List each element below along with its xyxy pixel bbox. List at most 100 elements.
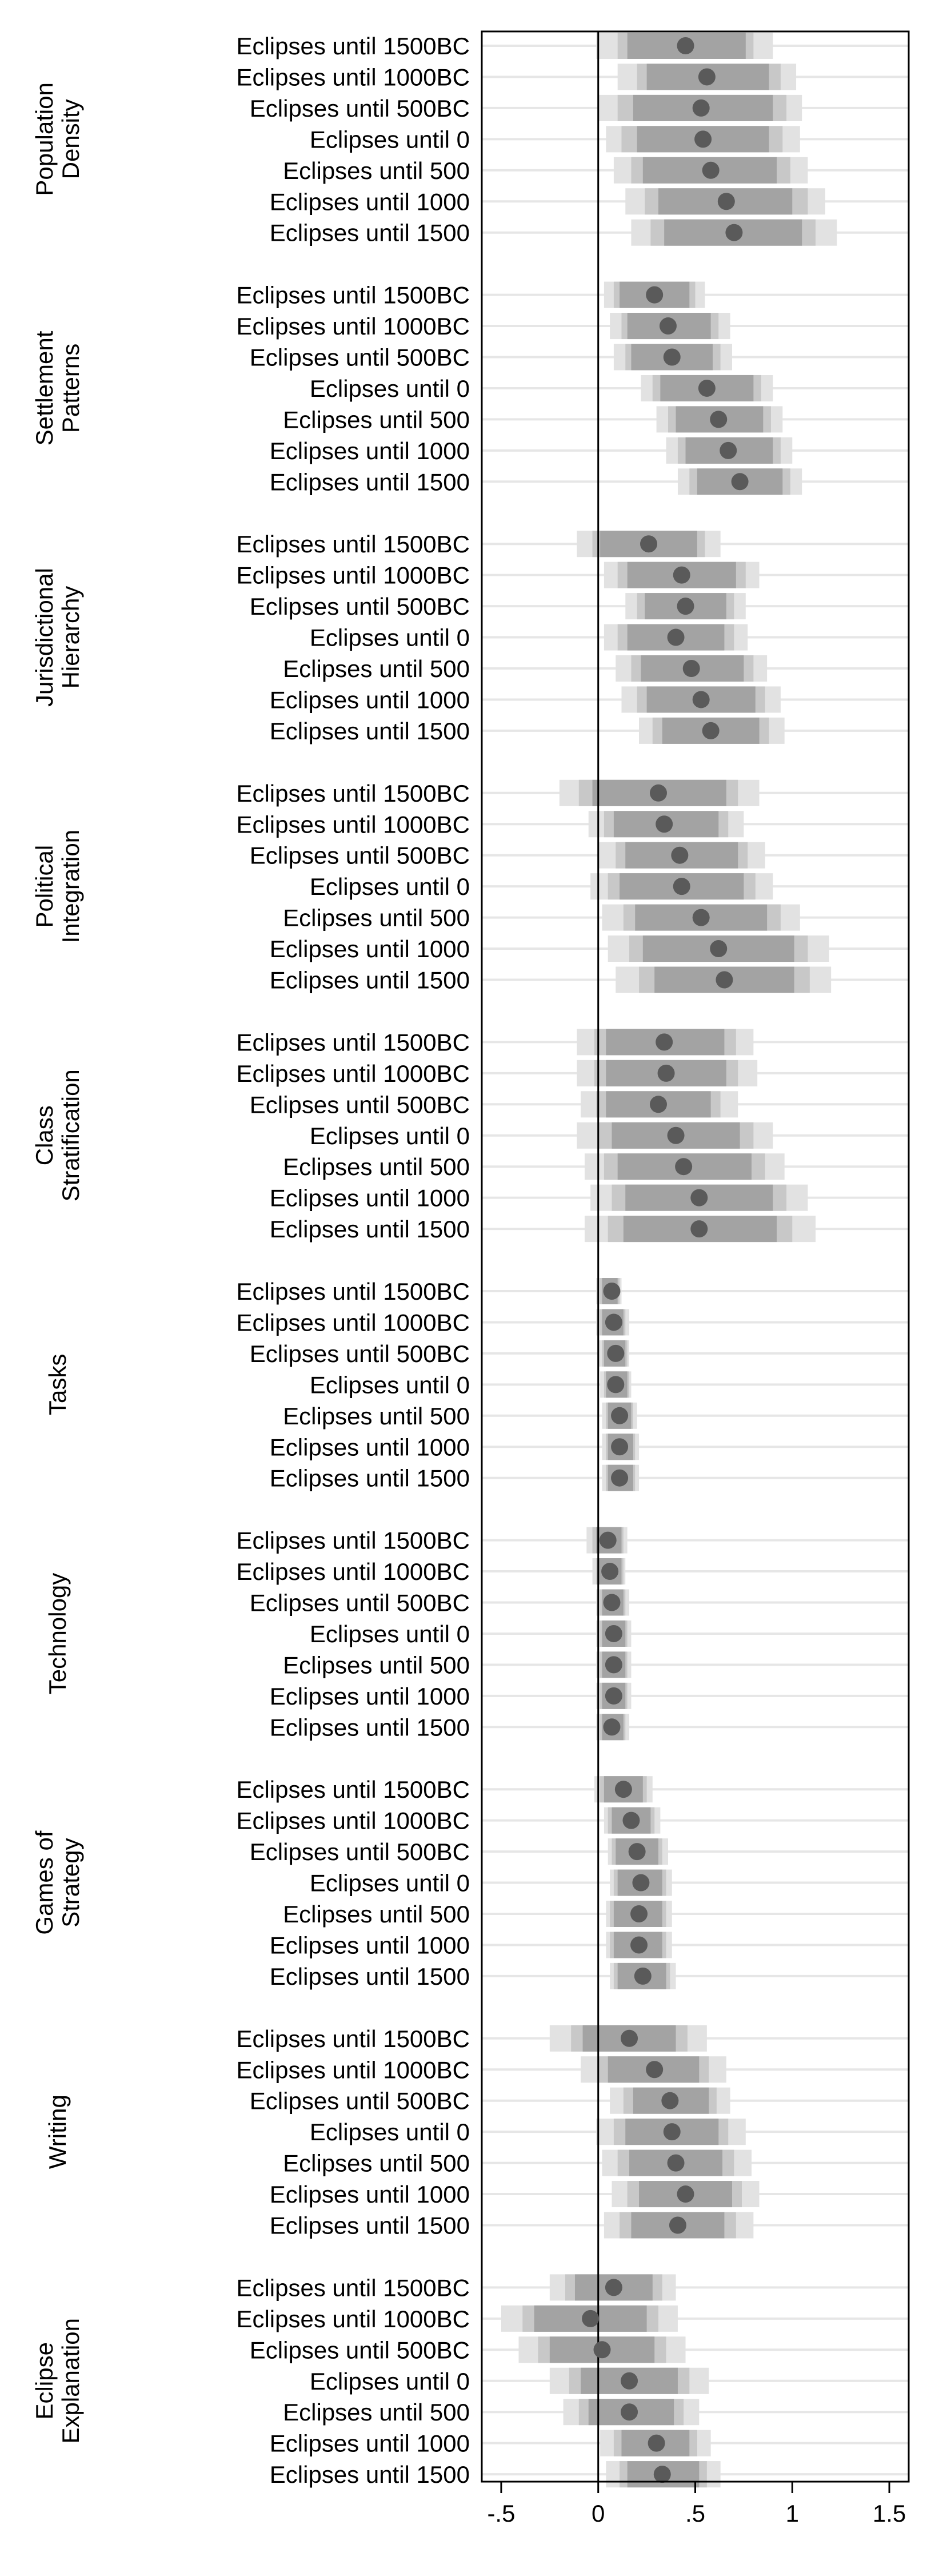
- point-estimate-group-7-row-6: [634, 1967, 652, 1985]
- row-label: Eclipses until 1000: [270, 935, 470, 962]
- point-estimates: [582, 37, 749, 2483]
- point-estimate-group-2-row-6: [702, 722, 720, 739]
- row-label: Eclipses until 1500: [270, 468, 470, 495]
- point-estimate-group-6-row-3: [605, 1625, 622, 1642]
- row-label: Eclipses until 1000BC: [236, 1309, 470, 1336]
- row-label: Eclipses until 500BC: [250, 344, 470, 371]
- row-label: Eclipses until 0: [310, 1621, 470, 1647]
- point-estimate-group-2-row-1: [673, 566, 690, 584]
- row-label: Eclipses until 1500BC: [236, 780, 470, 807]
- point-estimate-group-4-row-3: [667, 1126, 685, 1144]
- row-label: Eclipses until 1000BC: [236, 1558, 470, 1585]
- row-label: Eclipses until 1500: [270, 1963, 470, 1990]
- point-estimate-group-2-row-4: [682, 660, 700, 677]
- row-label: Eclipses until 500: [283, 1651, 470, 1678]
- row-label: Eclipses until 1500BC: [236, 531, 470, 558]
- row-label: Eclipses until 500BC: [250, 593, 470, 620]
- row-label: Eclipses until 500: [283, 655, 470, 682]
- point-estimate-group-4-row-2: [649, 1096, 667, 1113]
- row-label: Eclipses until 500BC: [250, 2088, 470, 2115]
- point-estimate-group-0-row-5: [717, 193, 735, 210]
- point-estimate-group-0-row-0: [677, 37, 694, 54]
- point-estimate-group-7-row-2: [628, 1843, 646, 1861]
- x-axis: -.5 0 .5 1 1.5: [487, 2482, 906, 2527]
- row-label: Eclipses until 1000: [270, 1185, 470, 1212]
- row-label: Eclipses until 1000BC: [236, 2306, 470, 2332]
- row-label: Eclipses until 500: [283, 406, 470, 433]
- point-estimate-group-8-row-6: [669, 2216, 686, 2234]
- point-estimate-group-4-row-6: [690, 1220, 708, 1238]
- row-label: Eclipses until 0: [310, 1371, 470, 1398]
- row-label: Eclipses until 1500: [270, 2461, 470, 2488]
- point-estimate-group-3-row-2: [671, 846, 689, 864]
- row-label: Eclipses until 1500BC: [236, 33, 470, 59]
- row-label: Eclipses until 500: [283, 2399, 470, 2426]
- row-label: Eclipses until 500BC: [250, 842, 470, 869]
- group-label: Settlement: [31, 331, 58, 445]
- point-estimate-group-5-row-3: [607, 1376, 625, 1393]
- point-estimate-group-1-row-0: [646, 286, 664, 304]
- row-label: Eclipses until 1000: [270, 1683, 470, 1710]
- point-estimate-group-8-row-1: [646, 2061, 664, 2079]
- row-label: Eclipses until 500BC: [250, 1838, 470, 1865]
- row-label: Eclipses until 500: [283, 1153, 470, 1180]
- point-estimate-group-1-row-4: [710, 411, 728, 428]
- group-labels: Population Density Settlement Patterns Juris…: [31, 82, 84, 2443]
- point-estimate-group-2-row-3: [667, 628, 685, 646]
- row-label: Eclipses until 1500BC: [236, 1776, 470, 1803]
- row-label: Eclipses until 0: [310, 1122, 470, 1149]
- row-label: Eclipses until 1000BC: [236, 1060, 470, 1087]
- group-label: Writing: [44, 2095, 71, 2169]
- point-estimate-group-7-row-1: [622, 1811, 640, 1829]
- group-label: Eclipse: [31, 2342, 58, 2419]
- point-estimate-group-5-row-2: [607, 1344, 625, 1362]
- point-estimate-group-1-row-2: [663, 348, 681, 366]
- point-estimate-group-5-row-0: [603, 1283, 621, 1300]
- row-label: Eclipses until 1500: [270, 1465, 470, 1492]
- group-label: Integration: [57, 830, 84, 943]
- row-label: Eclipses until 500: [283, 157, 470, 184]
- row-label: Eclipses until 0: [310, 126, 470, 153]
- row-label: Eclipses until 1000BC: [236, 562, 470, 589]
- point-estimate-group-0-row-1: [698, 68, 716, 86]
- group-label: Hierarchy: [57, 586, 84, 689]
- group-label: Patterns: [57, 344, 84, 433]
- row-label: Eclipses until 500BC: [250, 1091, 470, 1118]
- point-estimate-group-7-row-4: [630, 1905, 648, 1922]
- point-estimate-group-8-row-4: [667, 2154, 685, 2172]
- point-estimate-group-2-row-2: [677, 598, 694, 615]
- point-estimate-group-3-row-5: [710, 940, 728, 958]
- point-estimate-group-1-row-5: [720, 441, 737, 459]
- point-estimate-group-3-row-0: [649, 784, 667, 802]
- point-estimate-group-6-row-1: [601, 1563, 619, 1580]
- point-estimate-group-9-row-4: [621, 2403, 638, 2421]
- row-label: Eclipses until 0: [310, 2119, 470, 2145]
- row-label: Eclipses until 1500BC: [236, 2025, 470, 2052]
- point-estimate-group-2-row-5: [692, 691, 710, 708]
- point-estimate-group-5-row-1: [605, 1313, 622, 1331]
- point-estimate-group-9-row-6: [653, 2466, 671, 2483]
- row-label: Eclipses until 500: [283, 1901, 470, 1928]
- point-estimate-group-7-row-0: [614, 1781, 632, 1798]
- point-estimate-group-8-row-5: [677, 2185, 694, 2203]
- point-estimate-group-8-row-3: [663, 2123, 681, 2141]
- row-label: Eclipses until 1000BC: [236, 2056, 470, 2083]
- point-estimate-group-6-row-5: [605, 1687, 622, 1705]
- row-label: Eclipses until 1000BC: [236, 811, 470, 838]
- point-estimate-group-3-row-4: [692, 909, 710, 926]
- row-label: Eclipses until 1000: [270, 1434, 470, 1460]
- point-estimate-group-4-row-0: [656, 1033, 673, 1051]
- confidence-bars: [501, 33, 837, 2488]
- point-estimate-group-3-row-6: [716, 971, 733, 989]
- point-estimate-group-8-row-0: [621, 2029, 638, 2047]
- point-estimate-group-3-row-3: [673, 878, 690, 895]
- row-label: Eclipses until 0: [310, 2368, 470, 2395]
- row-label: Eclipses until 1500: [270, 967, 470, 994]
- point-estimate-group-0-row-6: [725, 224, 743, 241]
- point-estimate-group-4-row-4: [675, 1158, 693, 1176]
- point-estimate-group-8-row-2: [661, 2092, 679, 2109]
- row-label: Eclipses until 1500: [270, 220, 470, 246]
